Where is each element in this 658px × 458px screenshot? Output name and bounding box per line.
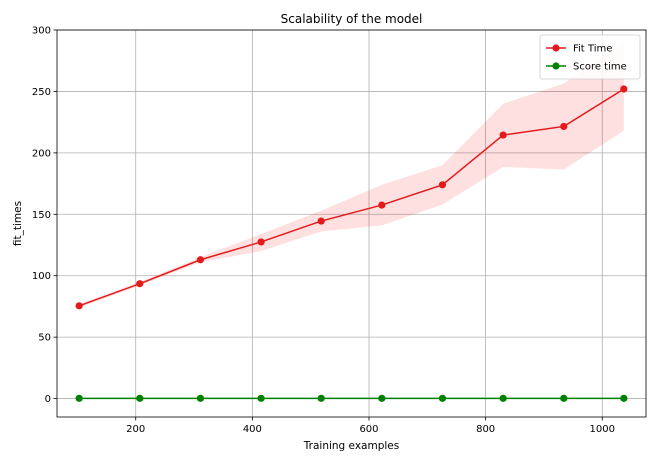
chart-title: Scalability of the model	[281, 12, 423, 26]
score-time-point	[257, 394, 265, 402]
y-tick-label: 200	[32, 148, 51, 159]
series-points	[75, 85, 628, 402]
score-time-point	[75, 394, 83, 402]
plot-area-background	[57, 30, 646, 417]
y-tick-label: 150	[32, 210, 51, 221]
fit-time-point	[620, 85, 628, 93]
fit-time-point	[317, 217, 325, 225]
y-tick-label: 300	[32, 26, 51, 37]
grid	[57, 29, 646, 417]
score-time-point	[136, 394, 144, 402]
legend-box	[539, 34, 641, 80]
fit-time-point	[257, 238, 265, 246]
y-tick-label: 100	[32, 271, 51, 282]
legend-swatch-marker	[552, 44, 560, 52]
score-time-point	[378, 394, 386, 402]
y-tick-label: 50	[38, 333, 51, 344]
legend-item-score-time: Score time	[546, 62, 627, 73]
score-time-point	[499, 394, 507, 402]
fit-time-point	[75, 302, 83, 310]
score-time-point	[438, 394, 447, 402]
x-tick-label: 800	[476, 424, 495, 435]
y-tick-label: 250	[32, 87, 51, 98]
fit-time-point	[438, 181, 447, 189]
fit-time-line	[78, 88, 625, 307]
legend-label: Score time	[573, 62, 627, 73]
legend-swatch-marker	[552, 62, 560, 70]
fit-time-point	[560, 122, 568, 131]
x-tick-label: 200	[126, 424, 145, 435]
score-time-point	[620, 394, 628, 402]
fit-time-point	[136, 280, 144, 288]
y-tick-label: 0	[45, 394, 51, 405]
axis-ticks: 200 400 600 800 1000 0 50 100 150 200 250 300	[32, 26, 615, 436]
y-axis-label: fit_times	[12, 201, 24, 246]
x-tick-label: 600	[359, 424, 378, 435]
series-lines	[78, 88, 625, 400]
fit-time-point	[378, 201, 386, 209]
score-time-point	[196, 394, 205, 402]
x-tick-label: 400	[243, 424, 262, 435]
legend-label: Fit Time	[573, 44, 612, 55]
fit-time-point	[196, 256, 205, 264]
score-time-point	[317, 394, 325, 402]
x-axis-label: Training examples	[303, 440, 399, 452]
score-time-point	[560, 394, 568, 402]
legend: Fit Time Score time	[539, 34, 641, 80]
legend-item-fit-time: Fit Time	[546, 44, 612, 55]
x-tick-label: 1000	[590, 424, 615, 435]
plot-frame	[56, 29, 647, 418]
fit-time-point	[499, 131, 507, 139]
